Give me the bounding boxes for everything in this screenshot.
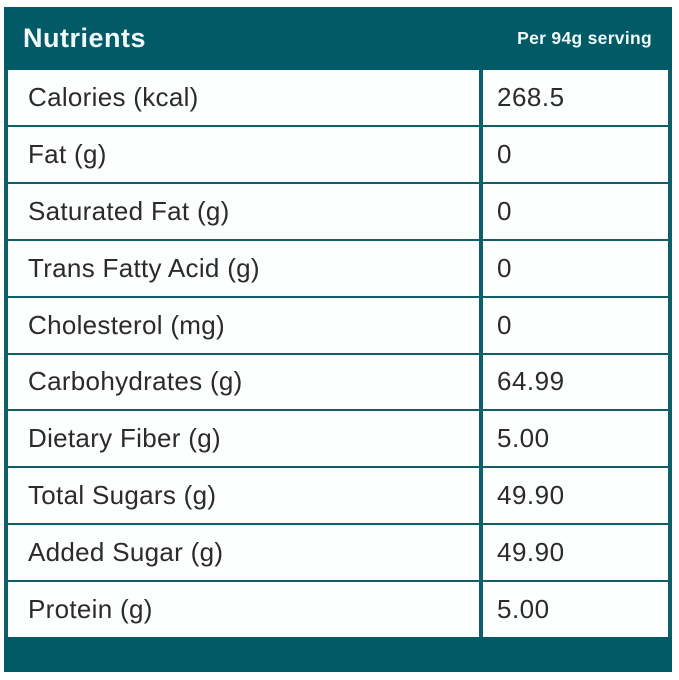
table-row: Total Sugars (g) 49.90 [8,468,668,526]
nutrition-table: Nutrients Per 94g serving Calories (kcal… [4,7,672,672]
nutrient-value: 0 [497,138,512,169]
table-row: Saturated Fat (g) 0 [8,183,668,241]
nutrient-label: Trans Fatty Acid (g) [8,240,483,296]
nutrient-value: 0 [497,195,512,226]
nutrient-label: Added Sugar (g) [8,525,483,581]
nutrient-value: 49.90 [497,537,565,568]
nutrient-label: Protein (g) [8,582,483,638]
nutrient-label: Saturated Fat (g) [8,183,483,239]
table-row: Carbohydrates (g) 64.99 [8,354,668,412]
table-row: Fat (g) 0 [8,126,668,184]
footer-bar [4,637,672,672]
table-body: Calories (kcal) 268.5 Fat (g) 0 Saturate… [4,70,672,638]
nutrient-label: Calories (kcal) [8,70,483,125]
table-row: Added Sugar (g) 49.90 [8,525,668,583]
table-row: Protein (g) 5.00 [8,582,668,638]
nutrient-value: 64.99 [497,366,565,397]
serving-size-label: Per 94g serving [517,28,652,48]
table-row: Dietary Fiber (g) 5.00 [8,411,668,469]
nutrient-value: 268.5 [497,81,565,112]
nutrient-label: Cholesterol (mg) [8,297,483,353]
nutrient-value: 5.00 [497,594,550,625]
nutrient-value: 0 [497,309,512,340]
table-row: Cholesterol (mg) 0 [8,297,668,355]
nutrient-value: 0 [497,252,512,283]
nutrient-label: Fat (g) [8,126,483,182]
table-row: Calories (kcal) 268.5 [8,70,668,127]
nutrient-label: Dietary Fiber (g) [8,411,483,467]
nutrient-label: Carbohydrates (g) [8,354,483,410]
nutrient-value: 49.90 [497,480,565,511]
table-row: Trans Fatty Acid (g) 0 [8,240,668,298]
table-title: Nutrients [23,23,147,53]
table-header: Nutrients Per 94g serving [4,7,672,70]
nutrient-value: 5.00 [497,423,550,454]
nutrient-label: Total Sugars (g) [8,468,483,524]
